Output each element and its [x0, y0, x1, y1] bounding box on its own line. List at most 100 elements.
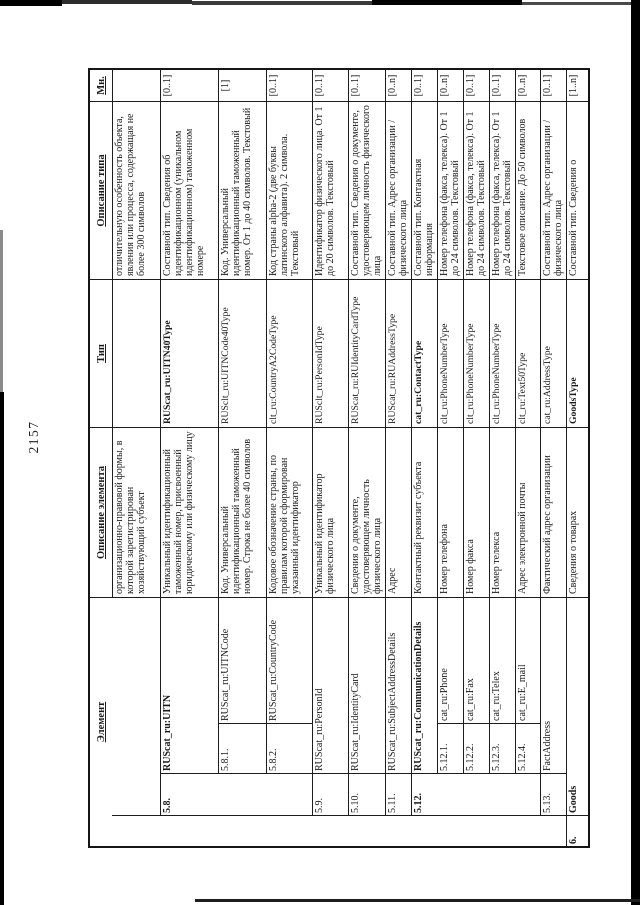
- element-description: Кодовое обозначение страны, по правилам …: [266, 428, 312, 598]
- row-number: 5.8.2.: [266, 724, 312, 774]
- element-cell: 5.8.1. RUScat_ru:UITNCode: [218, 598, 266, 846]
- type-description: Составной тип. Адрес организации / физич…: [385, 102, 411, 280]
- type-description: Составной тип. Сведения об идентификацио…: [160, 102, 218, 280]
- element-name: FactAddress: [540, 598, 566, 774]
- element-name: RUScat_ru:IdentityCard: [348, 598, 385, 774]
- element-name: RUScat_ru:CommunicationDetails: [411, 598, 437, 774]
- type-name: clt_ru:PhoneNumberType: [489, 280, 515, 428]
- row-number: 5.11.: [385, 774, 411, 816]
- element-cell: 5.13. FactAddress: [540, 598, 566, 846]
- multiplicity: [1..n]: [566, 70, 588, 102]
- type-name: clt_ru:PhoneNumberType: [437, 280, 463, 428]
- multiplicity: [0..1]: [489, 70, 515, 102]
- row-number: 5.12.1.: [437, 724, 463, 774]
- scanned-page: 2157 Элемент Описание элемента Тип Описа…: [26, 68, 590, 848]
- type-name: GoodsType: [566, 280, 588, 428]
- type-name: clt_ru:CountryA2CodeType: [266, 280, 312, 428]
- row-number: 5.10.: [348, 774, 385, 816]
- element-description: Фактический адрес организации: [540, 428, 566, 598]
- table-row: 5.13. FactAddress Фактический адрес орган…: [540, 70, 566, 846]
- type-description: Идентификатор физического лица. От 1 до …: [312, 102, 348, 280]
- indent-gutter: [437, 816, 463, 846]
- indent-gutter: [112, 816, 160, 846]
- table-row: 5.11. RUScat_ru:SubjectAddressDetails Адр…: [385, 70, 411, 846]
- type-description: отличительную особенность объекта, явлен…: [112, 102, 160, 280]
- element-cell: [112, 598, 160, 846]
- row-number: 5.12.2.: [463, 724, 489, 774]
- element-description: организационно-правовой формы, в которой…: [112, 428, 160, 598]
- element-cell: 5.10. RUScat_ru:IdentityCard: [348, 598, 385, 846]
- table-row: 5.12.3. cat_ru:Telex Номер телекса clt_ru…: [489, 70, 515, 846]
- scan-border-top: [192, 1, 372, 5]
- scan-border-top: [62, 0, 192, 4]
- column-header-element: Элемент: [96, 701, 107, 743]
- type-description: Составной тип. Сведения о: [566, 102, 588, 280]
- element-name: RUScat_ru:UITNCode: [218, 598, 266, 724]
- multiplicity: [0..n]: [515, 70, 540, 102]
- table-row: 6. Goods Сведения о товарах GoodsType Сос…: [566, 70, 588, 846]
- indent-gutter: [218, 816, 266, 846]
- column-header-type: Тип: [90, 280, 112, 428]
- table-header-row: Элемент Описание элемента Тип Описание т…: [90, 70, 112, 846]
- indent-gutter: [411, 816, 437, 846]
- element-name: cat_ru:Fax: [463, 598, 489, 724]
- type-description: Составной тип. Сведения о документе, удо…: [348, 102, 385, 280]
- table-row: 5.8.1. RUScat_ru:UITNCode Код. Универсаль…: [218, 70, 266, 846]
- indent-gutter: [266, 774, 312, 816]
- multiplicity: [0..1]: [160, 70, 218, 102]
- element-structure-table: Элемент Описание элемента Тип Описание т…: [88, 68, 590, 848]
- element-description: Адрес: [385, 428, 411, 598]
- indent-gutter: [160, 816, 218, 846]
- element-cell: 5.12.2. cat_ru:Fax: [463, 598, 489, 846]
- table-row: организационно-правовой формы, в которой…: [112, 70, 160, 846]
- multiplicity: [0..n]: [437, 70, 463, 102]
- element-name: cat_ru:Phone: [437, 598, 463, 724]
- row-number: 5.12.3.: [489, 724, 515, 774]
- element-cell: 5.12. RUScat_ru:CommunicationDetails: [411, 598, 437, 846]
- indent-gutter: [312, 816, 348, 846]
- indent-gutter: [437, 774, 463, 816]
- multiplicity: [0..1]: [411, 70, 437, 102]
- element-description: Номер телефона: [437, 428, 463, 598]
- element-description: Уникальный идентификатор физического лиц…: [312, 428, 348, 598]
- scan-border-left: [0, 230, 3, 395]
- multiplicity: [0..1]: [266, 70, 312, 102]
- row-number: 6.: [566, 816, 588, 846]
- scan-border-right: [631, 0, 640, 905]
- row-number: 5.12.: [411, 774, 437, 816]
- type-description: Номер телефона (факса, телекса). От 1 до…: [437, 102, 463, 280]
- type-name: RUSclt_ru:UITNCode40Type: [218, 280, 266, 428]
- element-name: RUScat_ru:CountryCode: [266, 598, 312, 724]
- type-name: RUScat_ru:UITN40Type: [160, 280, 218, 428]
- indent-gutter: [515, 816, 540, 846]
- type-description: Составной тип. Контактная информация: [411, 102, 437, 280]
- table-row: 5.8.2. RUScat_ru:CountryCode Кодовое обоз…: [266, 70, 312, 846]
- row-number: 5.12.4.: [515, 724, 540, 774]
- scan-border-top: [372, 0, 522, 5]
- multiplicity: [0..1]: [463, 70, 489, 102]
- row-number: 5.8.: [160, 774, 218, 816]
- type-description: Код страны alpha-2 (две буквы латинского…: [266, 102, 312, 280]
- type-name: RUScat_ru:RUAddressType: [385, 280, 411, 428]
- indent-gutter: [348, 816, 385, 846]
- type-description: Номер телефона (факса, телекса). От 1 до…: [463, 102, 489, 280]
- indent-gutter: [218, 774, 266, 816]
- type-name: [112, 280, 160, 428]
- multiplicity: [0..1]: [348, 70, 385, 102]
- row-number: 5.8.1.: [218, 724, 266, 774]
- multiplicity: [112, 70, 160, 102]
- indent-gutter: [463, 816, 489, 846]
- type-name: cat_ru:ContactType: [411, 280, 437, 428]
- element-cell: 5.8.2. RUScat_ru:CountryCode: [266, 598, 312, 846]
- element-name: RUScat_ru:UITN: [160, 598, 218, 774]
- element-cell: 5.9. RUScat_ru:PersonId: [312, 598, 348, 846]
- element-cell: 5.12.1. cat_ru:Phone: [437, 598, 463, 846]
- type-description: Текстовое описание. До 50 символов: [515, 102, 540, 280]
- indent-gutter: [540, 816, 566, 846]
- row-number: 5.13.: [540, 774, 566, 816]
- column-header-type-desc: Описание типа: [90, 102, 112, 280]
- element-name: RUScat_ru:PersonId: [312, 598, 348, 774]
- scan-border-top: [0, 0, 62, 6]
- element-description: Адрес электронной почты: [515, 428, 540, 598]
- type-description: Номер телефона (факса, телекса). От 1 до…: [489, 102, 515, 280]
